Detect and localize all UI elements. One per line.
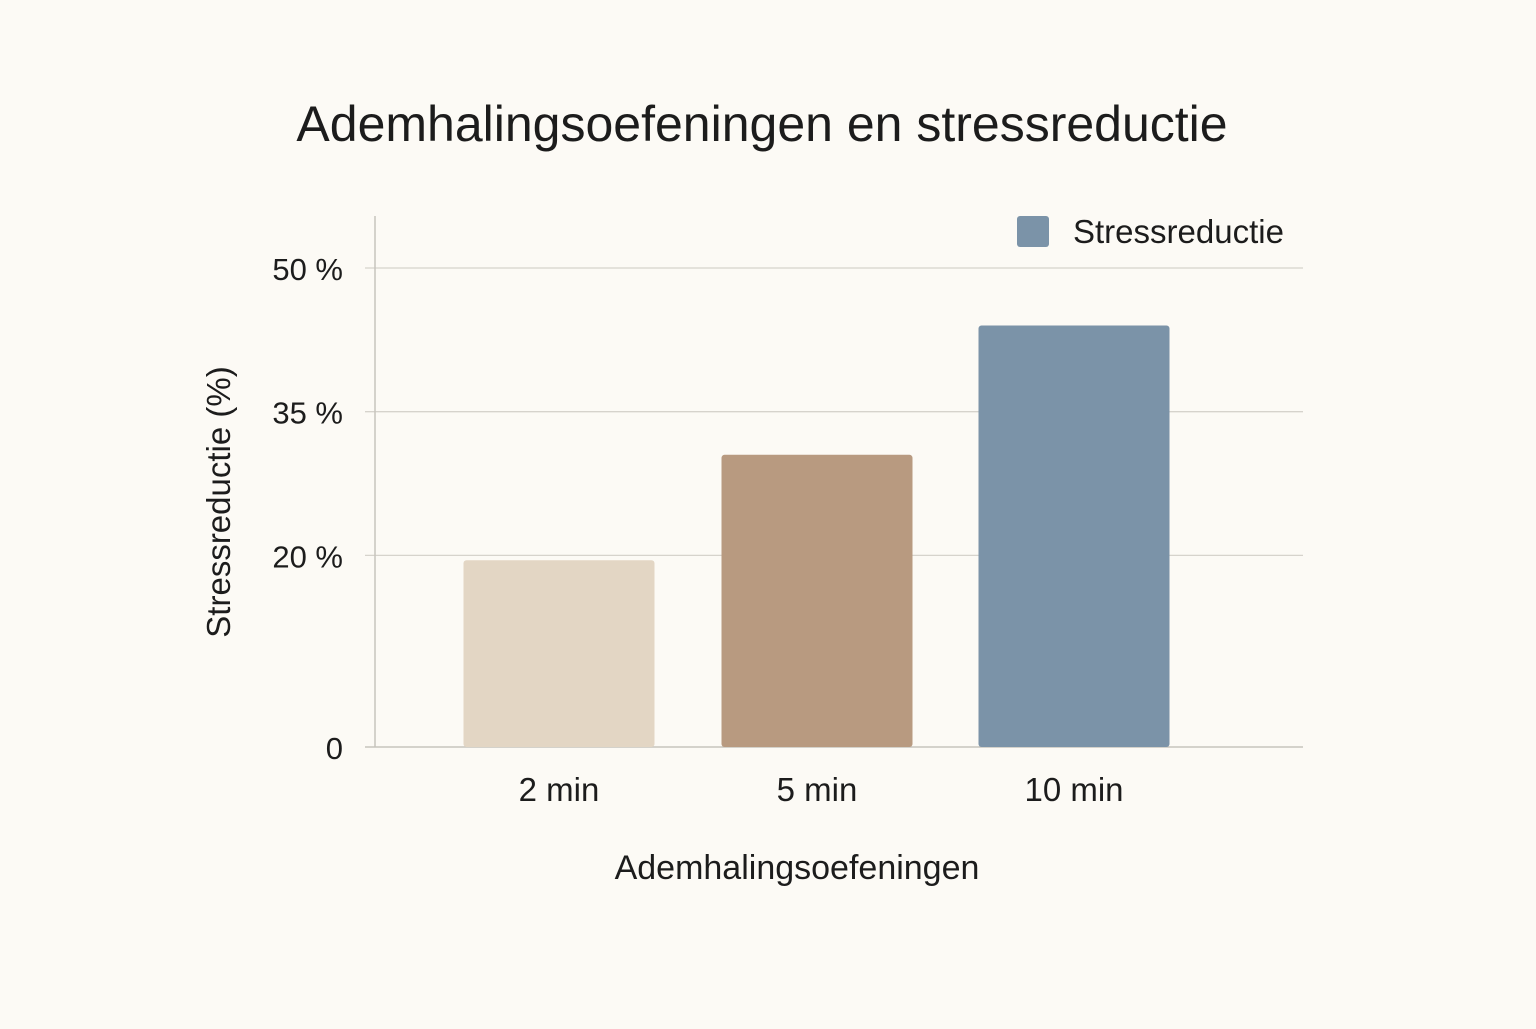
legend: Stressreductie: [1017, 213, 1284, 250]
x-axis-label: Ademhalingsoefeningen: [615, 849, 980, 887]
legend-swatch: [1017, 216, 1049, 247]
y-axis-label: Stressreductie (%): [200, 366, 237, 637]
y-tick-label: 20 %: [272, 539, 343, 574]
y-tick-label: 0: [326, 731, 343, 766]
x-tick-labels: 2 min 5 min 10 min: [519, 771, 1124, 808]
y-tick-labels: 0 20 % 35 % 50 %: [272, 252, 343, 766]
x-tick-label: 5 min: [777, 771, 858, 808]
bars: [463, 325, 1170, 747]
bar-2-min: [463, 560, 655, 747]
x-tick-label: 10 min: [1024, 771, 1123, 808]
y-tick-label: 50 %: [272, 252, 343, 287]
y-tick-label: 35 %: [272, 396, 343, 431]
chart-title: Ademhalingsoefeningen en stressreductie: [296, 96, 1227, 152]
bar-5-min: [721, 454, 913, 747]
legend-label: Stressreductie: [1073, 213, 1284, 250]
x-tick-label: 2 min: [519, 771, 600, 808]
bar-10-min: [978, 325, 1170, 747]
